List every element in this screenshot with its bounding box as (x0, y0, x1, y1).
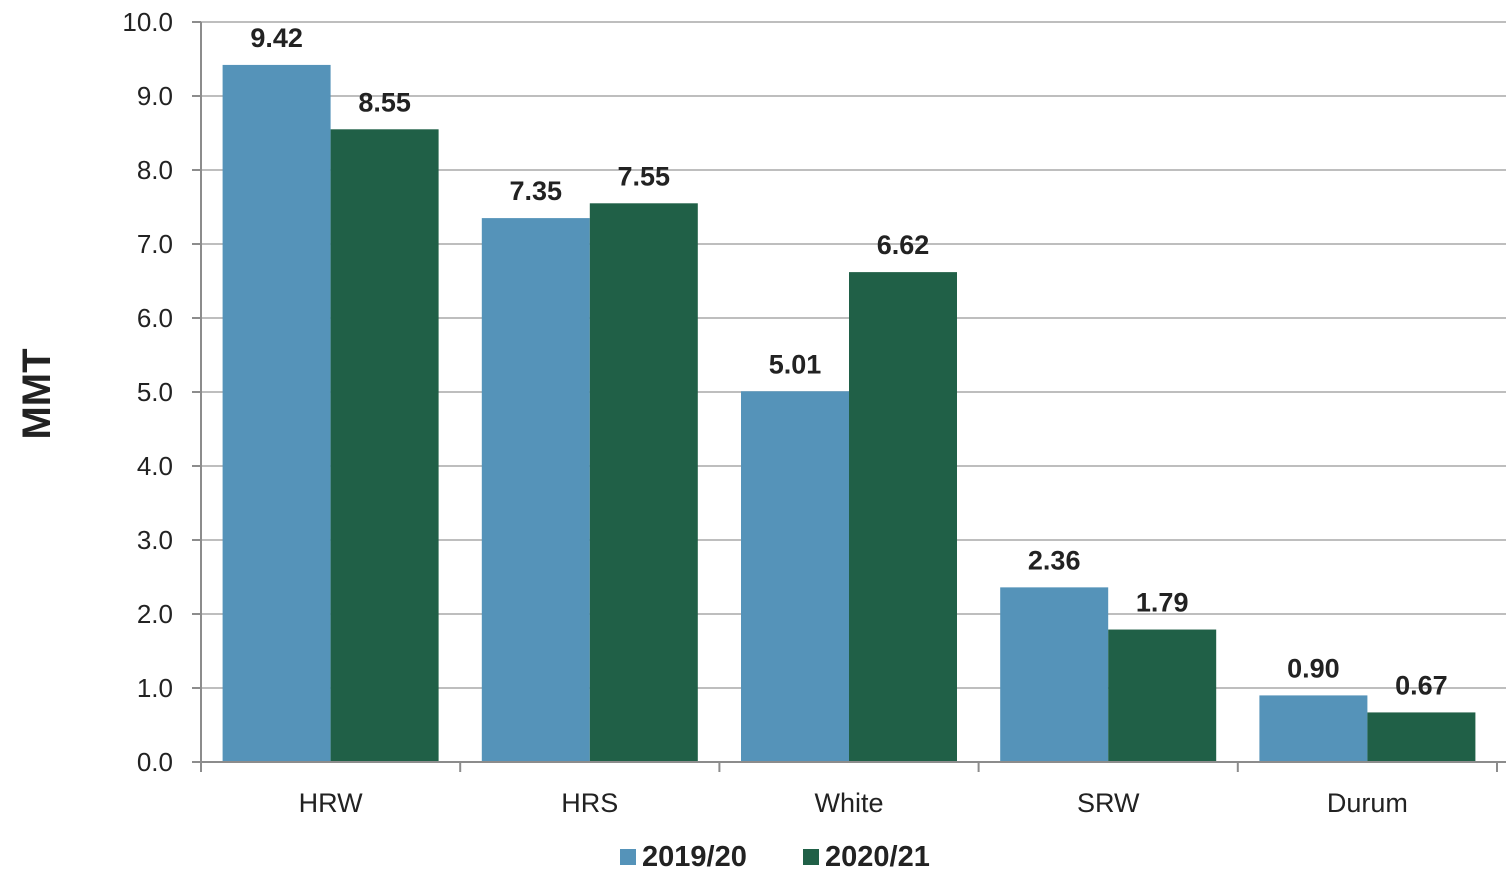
bar-value-label: 9.42 (250, 23, 303, 53)
bar-value-label: 2.36 (1028, 545, 1081, 575)
y-tick-label: 3.0 (137, 525, 173, 555)
bar (589, 203, 698, 763)
bar (1108, 629, 1217, 762)
x-category-label: HRW (299, 788, 364, 818)
bar-value-label: 1.79 (1136, 588, 1189, 618)
x-category-label: HRS (561, 788, 618, 818)
bar-value-label: 6.62 (877, 230, 930, 260)
y-tick-label: 7.0 (137, 229, 173, 259)
legend: 2019/20 2020/21 (620, 841, 930, 870)
bar-value-label: 0.90 (1287, 653, 1340, 683)
bar (849, 272, 957, 762)
y-axis-title: MMT (15, 348, 59, 439)
bar-value-label: 7.55 (618, 161, 671, 191)
bar (1000, 587, 1109, 762)
y-tick-label: 2.0 (137, 599, 173, 629)
bar (741, 391, 849, 762)
legend-swatch (620, 849, 636, 865)
x-category-label: Durum (1327, 788, 1408, 818)
bar (481, 218, 590, 763)
y-tick-label: 10.0 (122, 7, 173, 37)
axes: 0.0 1.0 2.0 3.0 4.0 5.0 6.0 7.0 8.0 9.0 10.0 HRW HRS… (122, 7, 1506, 818)
y-tick-label: 8.0 (137, 155, 173, 185)
legend-label: 2019/20 (642, 841, 747, 870)
y-tick-label: 9.0 (137, 81, 173, 111)
y-tick-label: 1.0 (137, 673, 173, 703)
y-tick-label: 4.0 (137, 451, 173, 481)
bar-value-label: 5.01 (769, 349, 822, 379)
y-tick-label: 6.0 (137, 303, 173, 333)
bars (222, 64, 1476, 763)
x-category-label: White (814, 788, 883, 818)
bar (1367, 712, 1476, 762)
bar (1259, 695, 1368, 762)
legend-swatch (803, 849, 819, 865)
y-tick-label: 0.0 (137, 747, 173, 777)
bar-value-label: 7.35 (510, 176, 563, 206)
bar (330, 129, 439, 763)
legend-label: 2020/21 (825, 841, 930, 870)
y-tick-label: 5.0 (137, 377, 173, 407)
x-category-label: SRW (1077, 788, 1140, 818)
bar-value-label: 0.67 (1395, 670, 1448, 700)
bar (222, 64, 331, 763)
bar-value-label: 8.55 (358, 87, 411, 117)
data-labels: 9.42 8.55 7.35 7.55 5.01 6.62 2.36 1.79 0.90 0.67 (250, 23, 1448, 700)
